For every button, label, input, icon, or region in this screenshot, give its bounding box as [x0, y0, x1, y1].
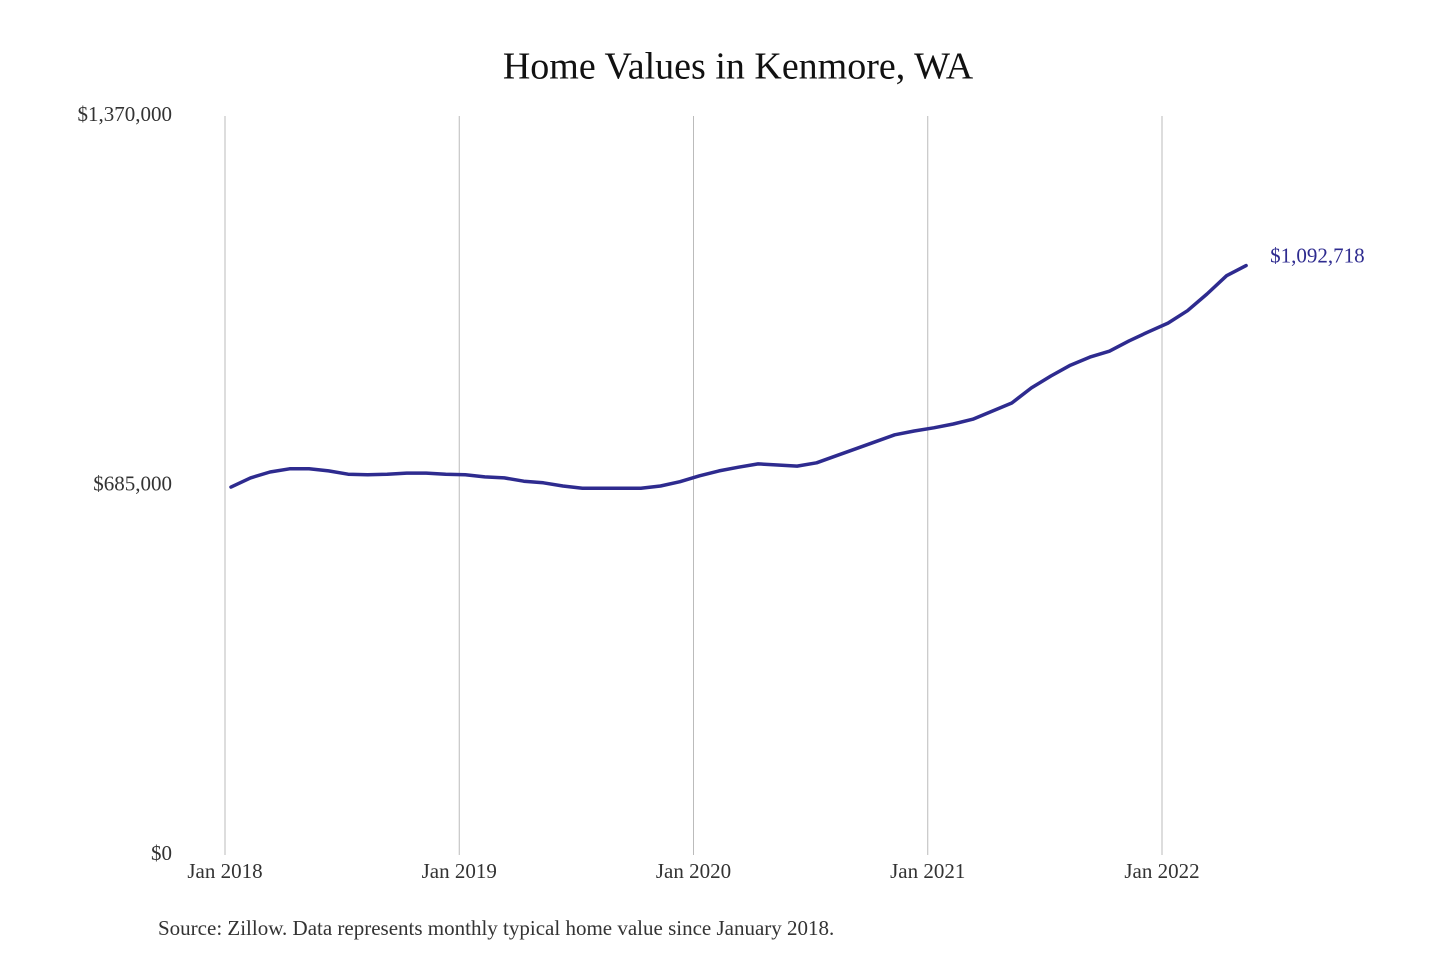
x-tick-label: Jan 2018: [187, 859, 262, 883]
x-tick-label: Jan 2021: [890, 859, 965, 883]
chart-title: Home Values in Kenmore, WA: [503, 46, 974, 88]
source-note: Source: Zillow. Data represents monthly …: [158, 916, 834, 940]
line: [229, 263, 1248, 490]
x-tick-label: Jan 2020: [656, 859, 731, 883]
y-tick-label: $1,370,000: [78, 102, 173, 126]
y-tick-label: $0: [151, 841, 172, 865]
value-label: $1,092,718: [1270, 243, 1365, 267]
x-tick-label: Jan 2022: [1124, 859, 1199, 883]
x-tick-label: Jan 2019: [422, 859, 497, 883]
y-tick-label: $685,000: [93, 471, 172, 495]
